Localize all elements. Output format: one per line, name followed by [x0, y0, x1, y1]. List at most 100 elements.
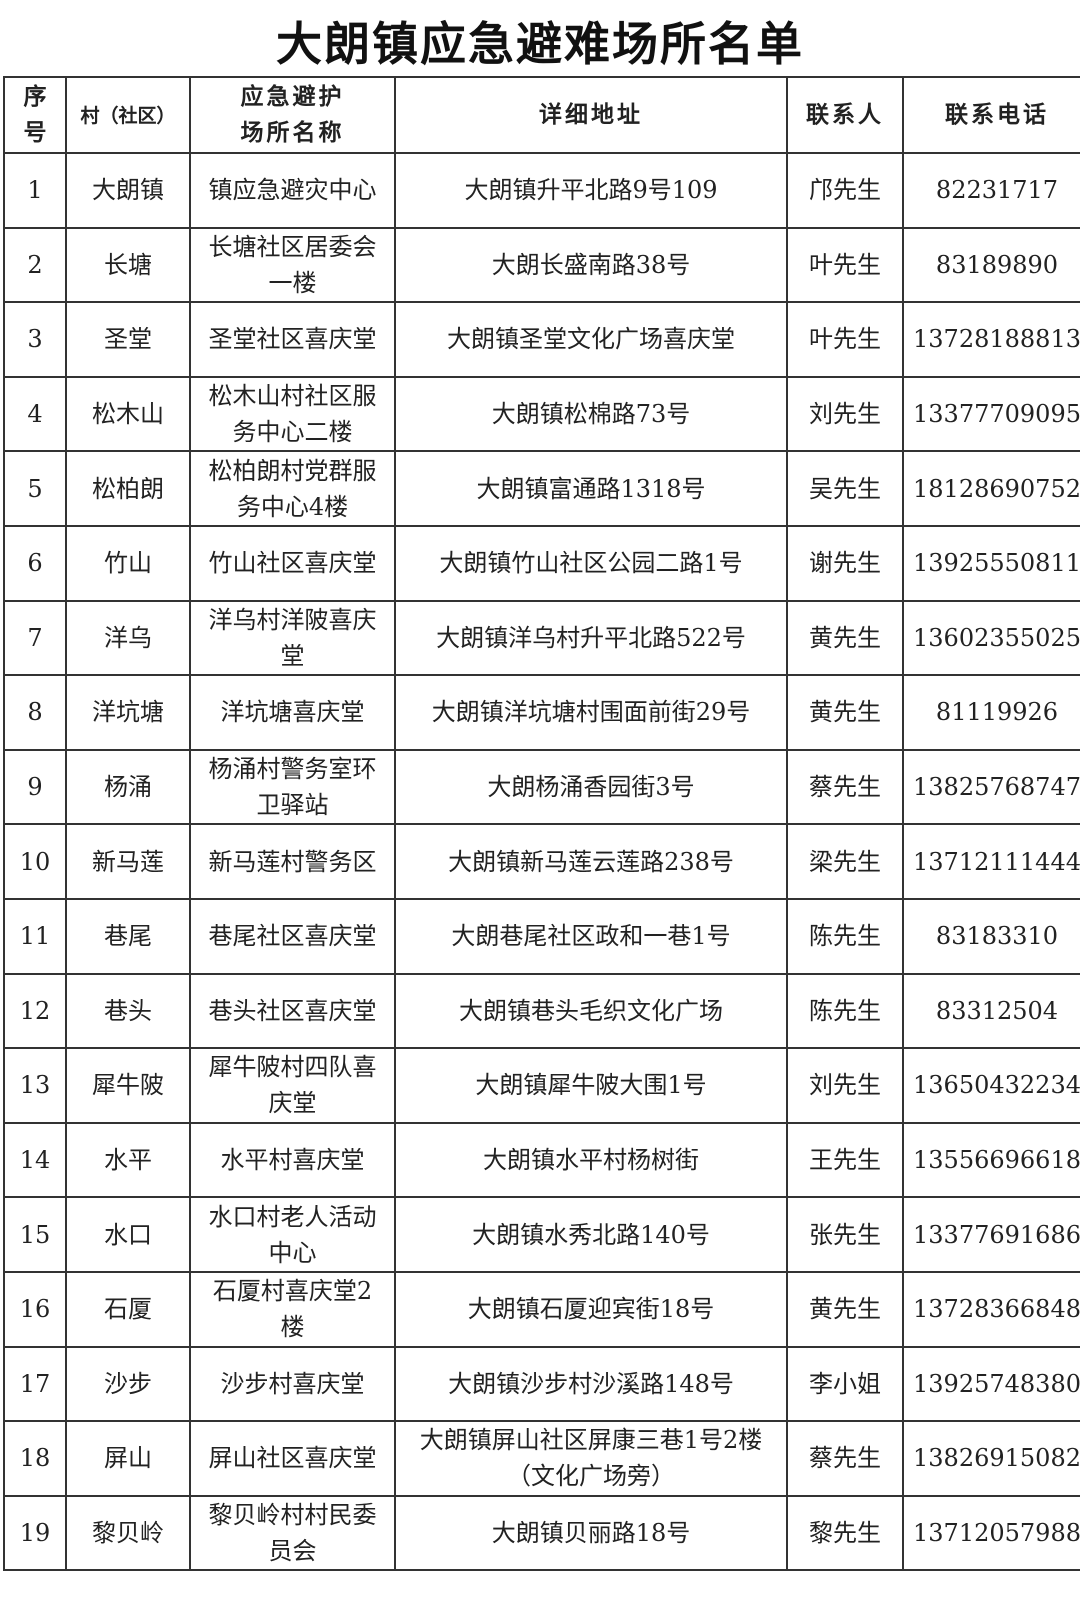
address: 大朗镇水秀北路140号 [394, 1196, 788, 1273]
header-village-cell: 村（社区） [65, 76, 191, 154]
phone-number: 81119926 [902, 674, 1080, 751]
phone-number: 13377691686 [902, 1196, 1080, 1273]
shelter-name: 巷尾社区喜庆堂 [189, 897, 396, 975]
address: 大朗镇石厦迎宾街18号 [394, 1270, 788, 1348]
contact-person: 蔡先生 [786, 748, 904, 826]
village: 圣堂 [65, 301, 191, 378]
row-index: 5 [3, 450, 67, 527]
contact-person: 黄先生 [786, 1270, 904, 1348]
shelter-name: 杨涌村警务室环卫驿站 [189, 748, 396, 826]
address: 大朗镇松棉路73号 [394, 375, 788, 453]
row-index: 8 [3, 674, 67, 751]
table-row: 10 新马莲 新马莲村警务区 大朗镇新马莲云莲路238号 梁先生 13712111444 [3, 823, 1080, 900]
shelter-name: 水口村老人活动中心 [189, 1196, 396, 1273]
contact-person: 陈先生 [786, 897, 904, 975]
table-row: 5 松柏朗 松柏朗村党群服务中心4楼 大朗镇富通路1318号 吴先生 1812869075… [3, 450, 1080, 527]
shelter-name: 竹山社区喜庆堂 [189, 524, 396, 602]
phone-number: 13650432234 [902, 1047, 1080, 1124]
row-index: 17 [3, 1345, 67, 1423]
shelter-name: 洋坑塘喜庆堂 [189, 674, 396, 751]
table-row: 18 屏山 屏山社区喜庆堂 大朗镇屏山社区屏康三巷1号2楼（文化广场旁） 蔡先生 1382… [3, 1420, 1080, 1497]
contact-person: 李小姐 [786, 1345, 904, 1423]
row-index: 6 [3, 524, 67, 602]
row-index: 4 [3, 375, 67, 453]
row-index: 9 [3, 748, 67, 826]
table-row: 1 大朗镇 镇应急避灾中心 大朗镇升平北路9号109 邝先生 82231717 [3, 152, 1080, 229]
table-row: 9 杨涌 杨涌村警务室环卫驿站 大朗杨涌香园街3号 蔡先生 13825768747 [3, 748, 1080, 826]
village: 巷尾 [65, 897, 191, 975]
row-index: 11 [3, 897, 67, 975]
contact-person: 刘先生 [786, 375, 904, 453]
contact-person: 吴先生 [786, 450, 904, 527]
village: 杨涌 [65, 748, 191, 826]
header-index-cell: 序号 [3, 76, 67, 154]
shelter-name: 洋乌村洋陂喜庆堂 [189, 599, 396, 677]
contact-person: 叶先生 [786, 301, 904, 378]
phone-number: 13602355025 [902, 599, 1080, 677]
contact-person: 黄先生 [786, 599, 904, 677]
header-shelter-name-cell: 应急避护场所名称 [189, 76, 396, 154]
shelter-name: 黎贝岭村村民委员会 [189, 1494, 396, 1572]
address: 大朗巷尾社区政和一巷1号 [394, 897, 788, 975]
contact-person: 刘先生 [786, 1047, 904, 1124]
header-shelter-name: 应急避护场所名称 [240, 83, 345, 146]
table-row: 3 圣堂 圣堂社区喜庆堂 大朗镇圣堂文化广场喜庆堂 叶先生 13728188813 [3, 301, 1080, 378]
table-row: 4 松木山 松木山村社区服务中心二楼 大朗镇松棉路73号 刘先生 13377709095 [3, 375, 1080, 453]
phone-number: 83183310 [902, 897, 1080, 975]
contact-person: 王先生 [786, 1121, 904, 1199]
phone-number: 18128690752 [902, 450, 1080, 527]
shelter-name: 巷头社区喜庆堂 [189, 972, 396, 1050]
header-index: 序号 [23, 83, 47, 146]
row-index: 3 [3, 301, 67, 378]
table-header-row: 序号 村（社区） 应急避护场所名称 详细地址 联系人 联系电话 [3, 76, 1080, 154]
address: 大朗镇水平村杨树街 [394, 1121, 788, 1199]
table-row: 19 黎贝岭 黎贝岭村村民委员会 大朗镇贝丽路18号 黎先生 13712057988 [3, 1494, 1080, 1572]
address: 大朗镇巷头毛织文化广场 [394, 972, 788, 1050]
table-row: 14 水平 水平村喜庆堂 大朗镇水平村杨树街 王先生 13556696618 [3, 1121, 1080, 1199]
shelter-name: 犀牛陂村四队喜庆堂 [189, 1047, 396, 1124]
table-row: 15 水口 水口村老人活动中心 大朗镇水秀北路140号 张先生 13377691686 [3, 1196, 1080, 1273]
address: 大朗镇沙步村沙溪路148号 [394, 1345, 788, 1423]
phone-number: 13925748380 [902, 1345, 1080, 1423]
row-index: 14 [3, 1121, 67, 1199]
phone-number: 13925550811 [902, 524, 1080, 602]
header-contact-cell: 联系人 [786, 76, 904, 154]
header-contact: 联系人 [806, 101, 884, 128]
table-row: 11 巷尾 巷尾社区喜庆堂 大朗巷尾社区政和一巷1号 陈先生 83183310 [3, 897, 1080, 975]
address: 大朗镇洋坑塘村围面前街29号 [394, 674, 788, 751]
phone-number: 13712057988 [902, 1494, 1080, 1572]
phone-number: 83312504 [902, 972, 1080, 1050]
table-row: 12 巷头 巷头社区喜庆堂 大朗镇巷头毛织文化广场 陈先生 83312504 [3, 972, 1080, 1050]
phone-number: 82231717 [902, 152, 1080, 229]
village: 长塘 [65, 226, 191, 304]
header-address-cell: 详细地址 [394, 76, 788, 154]
village: 松柏朗 [65, 450, 191, 527]
address: 大朗镇圣堂文化广场喜庆堂 [394, 301, 788, 378]
row-index: 12 [3, 972, 67, 1050]
address: 大朗杨涌香园街3号 [394, 748, 788, 826]
village: 石厦 [65, 1270, 191, 1348]
shelter-name: 圣堂社区喜庆堂 [189, 301, 396, 378]
row-index: 16 [3, 1270, 67, 1348]
village: 巷头 [65, 972, 191, 1050]
village: 水平 [65, 1121, 191, 1199]
address: 大朗镇升平北路9号109 [394, 152, 788, 229]
row-index: 7 [3, 599, 67, 677]
row-index: 1 [3, 152, 67, 229]
contact-person: 黎先生 [786, 1494, 904, 1572]
table-row: 6 竹山 竹山社区喜庆堂 大朗镇竹山社区公园二路1号 谢先生 13925550811 [3, 524, 1080, 602]
phone-number: 13825768747 [902, 748, 1080, 826]
contact-person: 邝先生 [786, 152, 904, 229]
contact-person: 谢先生 [786, 524, 904, 602]
village: 洋坑塘 [65, 674, 191, 751]
shelter-table: 序号 村（社区） 应急避护场所名称 详细地址 联系人 联系电话 1 大朗镇 镇应急避灾中心 大朗… [3, 76, 1080, 1572]
header-address: 详细地址 [539, 101, 643, 128]
address: 大朗镇新马莲云莲路238号 [394, 823, 788, 900]
table-row: 2 长塘 长塘社区居委会一楼 大朗长盛南路38号 叶先生 83189890 [3, 226, 1080, 304]
village: 屏山 [65, 1420, 191, 1497]
phone-number: 13826915082 [902, 1420, 1080, 1497]
address: 大朗镇竹山社区公园二路1号 [394, 524, 788, 602]
shelter-name: 松木山村社区服务中心二楼 [189, 375, 396, 453]
village: 沙步 [65, 1345, 191, 1423]
contact-person: 黄先生 [786, 674, 904, 751]
